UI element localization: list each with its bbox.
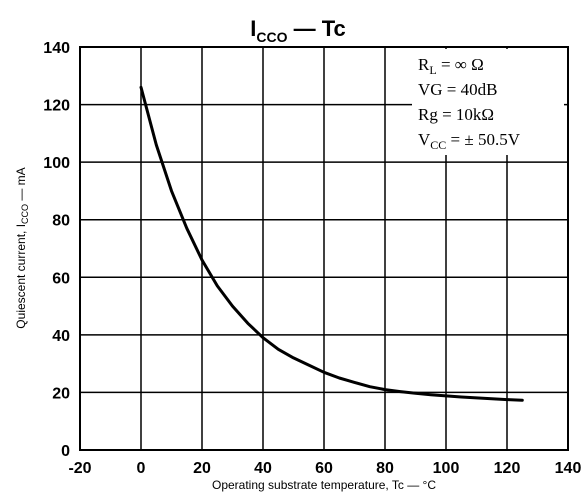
x-tick-label: 40 [254, 460, 272, 477]
y-tick-label: 20 [52, 385, 70, 402]
y-tick-label: 80 [52, 213, 70, 230]
chart-title-sub: CCO [256, 29, 287, 45]
x-tick-label: 60 [315, 460, 333, 477]
y-tick-label: 0 [61, 443, 70, 460]
x-tick-label: 80 [376, 460, 394, 477]
y-axis-label-sub: CCO [20, 204, 30, 224]
x-tick-label: 140 [555, 460, 582, 477]
y-axis-label-rest: — mA [14, 167, 28, 204]
y-tick-label: 40 [52, 328, 70, 345]
condition-rg: Rg = 10kΩ [418, 105, 494, 124]
y-tick-label: 120 [43, 98, 70, 115]
x-tick-label: 100 [433, 460, 460, 477]
x-tick-label: 20 [193, 460, 211, 477]
y-tick-label: 60 [52, 270, 70, 287]
conditions-box: RL = ∞ Ω VG = 40dB Rg = 10kΩ VCC = ± 50.… [412, 49, 564, 155]
condition-rl: RL = ∞ Ω [418, 55, 484, 77]
y-tick-label: 100 [43, 155, 70, 172]
condition-vg: VG = 40dB [418, 80, 497, 99]
chart-title: ICCO — Tc [250, 16, 346, 45]
x-axis-label: Operating substrate temperature, Tc — °C [212, 478, 436, 492]
chart-title-rest: — Tc [287, 16, 345, 41]
x-tick-label: 0 [137, 460, 146, 477]
x-tick-label: 120 [494, 460, 521, 477]
y-axis-label-main: Quiescent current, I [14, 224, 28, 329]
x-tick-labels: -20 0 20 40 60 80 100 120 140 [68, 460, 581, 477]
x-tick-label: -20 [68, 460, 91, 477]
y-tick-label: 140 [43, 40, 70, 57]
y-axis-label: Quiescent current, ICCO — mA [14, 167, 30, 328]
y-tick-labels: 0 20 40 60 80 100 120 140 [43, 40, 70, 460]
